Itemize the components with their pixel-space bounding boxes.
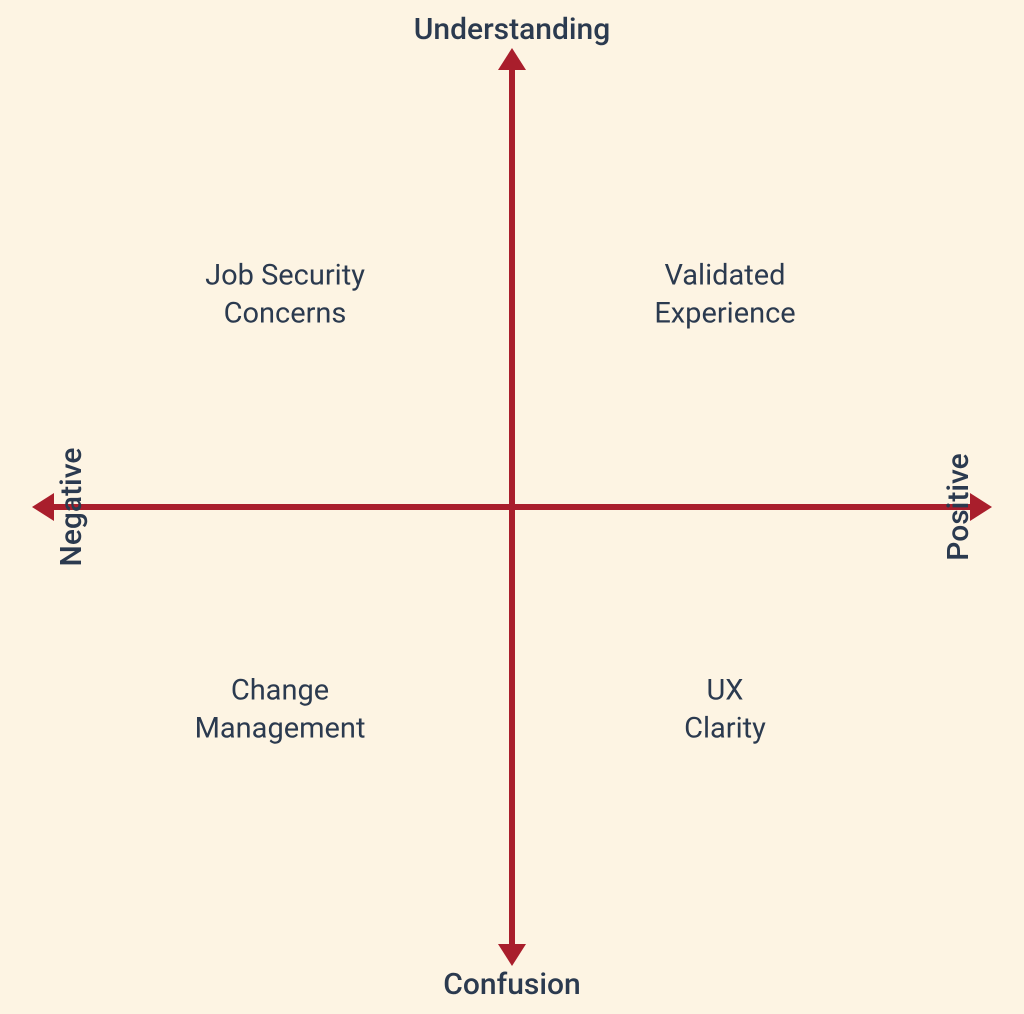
horizontal-axis-line — [52, 504, 972, 510]
quadrant-bottom-right-label: UX Clarity — [684, 672, 766, 747]
axis-label-right: Positive — [941, 453, 976, 560]
arrow-down-icon — [498, 944, 526, 966]
quadrant-top-right-label: Validated Experience — [654, 257, 795, 332]
quadrant-bottom-left-label: Change Management — [195, 672, 366, 747]
arrow-left-icon — [32, 493, 54, 521]
axis-label-top: Understanding — [414, 12, 610, 47]
quadrant-diagram: Understanding Confusion Negative Positiv… — [0, 0, 1024, 1014]
arrow-up-icon — [498, 48, 526, 70]
axis-label-left: Negative — [54, 448, 89, 567]
axis-label-bottom: Confusion — [443, 967, 580, 1002]
quadrant-top-left-label: Job Security Concerns — [205, 257, 365, 332]
